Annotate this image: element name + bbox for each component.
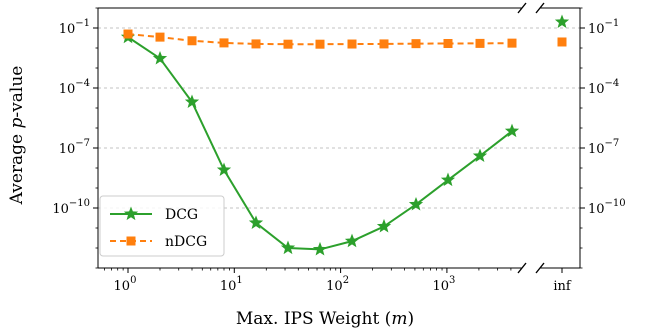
- x-tick-label-exp: 3: [449, 275, 455, 286]
- legend-dcg-label: DCG: [165, 207, 198, 223]
- x-axis-label-text: Max. IPS Weight (: [236, 309, 391, 329]
- data-point-dcg-9: [408, 196, 424, 211]
- y-tick-label-left-2: 10−7: [59, 138, 90, 157]
- legend-dcg-marker: [123, 206, 139, 221]
- y-tick-label-right-exp: −1: [605, 18, 620, 29]
- y-tick-label-left-exp: −1: [75, 18, 90, 29]
- y-axis-label-suffix: -value: [7, 66, 27, 118]
- y-tick-label-left-exp: −7: [75, 138, 90, 149]
- y-tick-label-right-base: 10: [588, 202, 605, 217]
- data-point-ndcg-6: [315, 39, 325, 49]
- y-tick-label-left-exp: −10: [69, 198, 90, 209]
- axis-break-mark-2: [517, 262, 527, 274]
- data-point-ndcg-0: [123, 29, 133, 39]
- series-layer: [120, 14, 570, 256]
- x-tick-label-1: 101: [220, 275, 243, 294]
- x-tick-label-base: 10: [432, 279, 449, 294]
- x-tick-label-inf: inf: [553, 279, 572, 294]
- y-axis-label-text: Average: [7, 128, 27, 205]
- x-tick-label-3: 103: [432, 275, 455, 294]
- data-point-dcg-8: [376, 218, 392, 233]
- legend-ndcg-label: nDCG: [165, 234, 207, 250]
- data-point-ndcg-1: [155, 32, 165, 42]
- data-point-ndcg-13: [557, 37, 567, 47]
- y-tick-label-right-3: 10−10: [588, 198, 626, 217]
- data-point-dcg-1: [152, 50, 168, 65]
- x-tick-label-0: 100: [114, 275, 137, 294]
- y-tick-label-right-1: 10−4: [588, 78, 619, 97]
- data-point-ndcg-3: [219, 38, 229, 48]
- y-tick-label-left-exp: −4: [75, 78, 90, 89]
- data-point-dcg-10: [440, 172, 456, 187]
- y-tick-label-right-base: 10: [588, 142, 605, 157]
- data-point-ndcg-7: [347, 39, 357, 49]
- y-tick-label-right-base: 10: [588, 22, 605, 37]
- axes: [97, 2, 581, 274]
- axis-break-mark-1: [535, 2, 545, 14]
- x-axis-label-close: ): [407, 309, 414, 329]
- data-point-dcg-4: [248, 215, 264, 229]
- axis-break-mark-3: [535, 262, 545, 274]
- y-tick-label-right-2: 10−7: [588, 138, 619, 157]
- data-point-ndcg-9: [411, 39, 421, 49]
- data-point-ndcg-10: [443, 38, 453, 48]
- y-tick-label-right-exp: −10: [605, 198, 626, 209]
- grid: [98, 27, 580, 209]
- legend-ndcg-marker: [126, 236, 136, 246]
- x-tick-label-exp: 2: [343, 275, 349, 286]
- x-tick-label-exp: 0: [130, 275, 136, 286]
- data-point-dcg-5: [280, 240, 296, 255]
- y-tick-label-left-base: 10: [59, 22, 76, 37]
- x-tick-label-base: 10: [220, 279, 237, 294]
- data-point-ndcg-12: [507, 38, 517, 48]
- y-tick-label-right-0: 10−1: [588, 18, 619, 37]
- y-tick-label-left-1: 10−4: [59, 78, 90, 97]
- y-tick-label-left-base: 10: [59, 82, 76, 97]
- x-tick-label-base: 10: [114, 279, 131, 294]
- axis-break-mark-0: [517, 2, 527, 14]
- x-tick-label-base: 10: [326, 279, 343, 294]
- data-point-ndcg-4: [251, 39, 261, 49]
- data-point-ndcg-11: [475, 38, 485, 48]
- data-point-ndcg-8: [379, 39, 389, 49]
- y-tick-label-left-0: 10−1: [59, 18, 90, 37]
- x-axis-label-var: m: [391, 309, 407, 329]
- data-point-dcg-2: [184, 94, 200, 109]
- x-tick-label-exp: 1: [236, 275, 242, 286]
- y-tick-label-left-3: 10−10: [52, 198, 90, 217]
- data-point-dcg-11: [472, 148, 488, 163]
- y-tick-label-right-base: 10: [588, 82, 605, 97]
- data-point-dcg-12: [504, 123, 520, 138]
- y-tick-label-left-base: 10: [59, 142, 76, 157]
- data-point-dcg-3: [216, 162, 232, 177]
- y-axis-label-var: p: [7, 117, 27, 128]
- data-point-dcg-6: [312, 241, 328, 256]
- x-axis-label: Max. IPS Weight (m): [236, 309, 414, 329]
- data-point-dcg-7: [344, 233, 360, 248]
- y-tick-label-right-exp: −7: [605, 138, 620, 149]
- y-axis-label: Average p-value: [7, 66, 27, 206]
- y-tick-label-right-exp: −4: [605, 78, 620, 89]
- legend: DCG nDCG: [99, 195, 225, 257]
- data-point-dcg-13: [554, 14, 570, 29]
- y-tick-label-left-base: 10: [52, 202, 69, 217]
- data-point-ndcg-5: [283, 39, 293, 49]
- data-point-ndcg-2: [187, 36, 197, 46]
- x-tick-label-2: 102: [326, 275, 349, 294]
